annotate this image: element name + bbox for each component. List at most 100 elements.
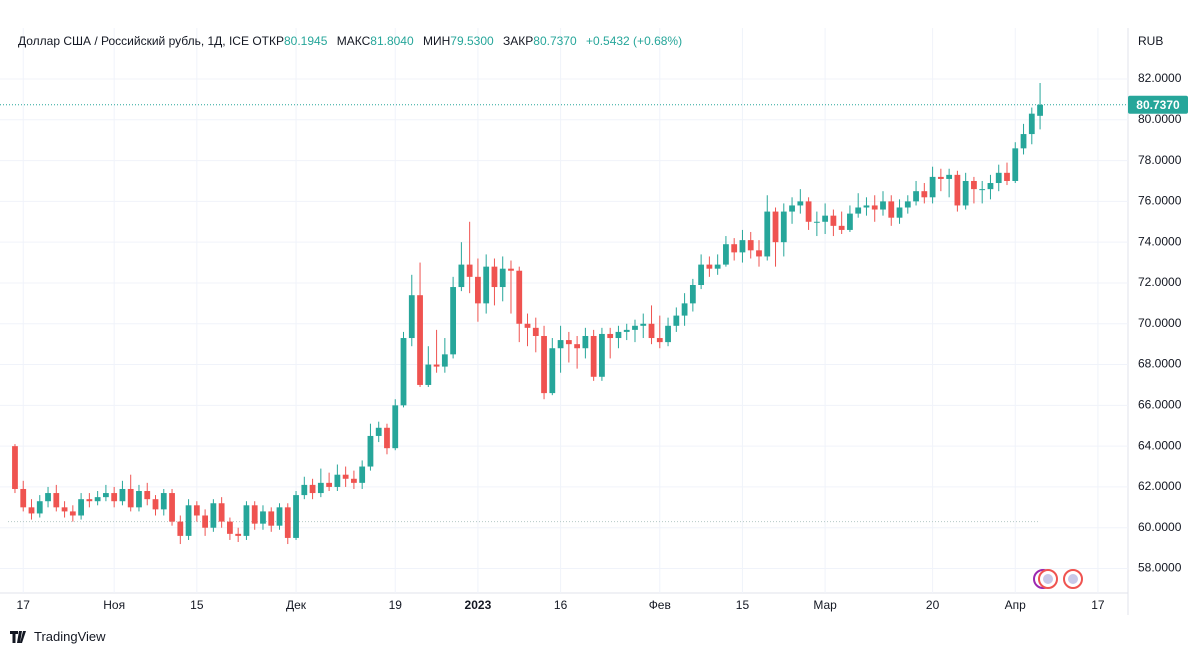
x-tick-label: 15 (736, 598, 750, 612)
candle-body (45, 493, 51, 502)
candle-body (317, 482, 324, 494)
candle-body (342, 474, 349, 479)
candle-body (160, 493, 167, 510)
x-tick-label: 17 (17, 598, 31, 612)
candle-body (739, 240, 746, 253)
candle-body (557, 340, 564, 349)
candle-body (516, 270, 523, 324)
candle-body (425, 364, 432, 385)
candle-body (491, 266, 498, 288)
x-tick-label: Дек (286, 598, 307, 612)
candle-body (822, 215, 829, 222)
y-tick-label: 66.0000 (1138, 398, 1182, 412)
candle-body (541, 335, 547, 394)
candle-body (921, 191, 928, 198)
y-tick-label: 70.0000 (1138, 316, 1182, 330)
candle-body (747, 240, 754, 251)
candle-body (780, 211, 787, 243)
candle-body (946, 174, 953, 179)
candle-body (103, 493, 109, 498)
candle-body (863, 205, 870, 208)
candles (12, 82, 1043, 545)
candle-body (838, 225, 845, 230)
candle-body (789, 205, 795, 212)
candle-body (243, 505, 250, 536)
candle-body (1012, 148, 1019, 181)
candle-body (937, 176, 944, 179)
y-tick-label: 80.0000 (1138, 112, 1182, 126)
candle-body (706, 264, 713, 269)
candle-body (169, 493, 175, 522)
candle-body (359, 466, 366, 483)
candle-body (210, 503, 217, 528)
candle-body (28, 507, 35, 514)
x-tick-label: Апр (1005, 598, 1027, 612)
field-label: МАКС (336, 34, 371, 48)
candle-body (805, 201, 812, 222)
candle-body (665, 325, 671, 343)
candle-body (284, 507, 291, 538)
candle-body (640, 323, 647, 326)
candle-body (995, 172, 1002, 184)
candle-body (565, 340, 572, 345)
field-value: 79.5300 (450, 34, 494, 48)
candle-body (450, 287, 457, 355)
y-tick-label: 76.0000 (1138, 194, 1182, 208)
symbol: Доллар США / Российский рубль, 1Д, ICE (18, 34, 249, 48)
candle-body (12, 446, 18, 489)
candle-body (855, 207, 862, 214)
x-tick-label: 16 (554, 598, 568, 612)
y-tick-label: 60.0000 (1138, 520, 1182, 534)
candle-body (954, 174, 961, 206)
candle-body (119, 488, 126, 502)
candle-body (375, 427, 382, 436)
candle-body (582, 335, 589, 349)
candle-body (433, 364, 440, 367)
candle-body (458, 264, 465, 288)
last-price-badge (1128, 95, 1188, 114)
brand: TradingView (34, 629, 106, 644)
candle-body (408, 295, 415, 339)
candle-body (896, 207, 903, 218)
field-label: ОТКР (252, 34, 284, 48)
candle-body (69, 511, 76, 516)
candle-body (797, 201, 804, 206)
candle-body (309, 484, 316, 494)
candle-body (136, 491, 142, 508)
flag-icons (1033, 569, 1083, 589)
candle-body (301, 484, 308, 496)
candle-body (532, 327, 539, 336)
candle-body (599, 333, 605, 377)
candle-body (632, 325, 638, 330)
footer: TradingView (10, 629, 106, 644)
candle-body (36, 501, 43, 514)
candle-body (615, 331, 622, 339)
candle-body (590, 335, 597, 377)
candle-body (367, 435, 374, 467)
candle-body (764, 211, 771, 257)
y-tick-label: 64.0000 (1138, 438, 1182, 452)
candle-body (111, 493, 118, 502)
candle-body (185, 505, 192, 536)
currency: RUB (1138, 34, 1163, 48)
candle-body (53, 493, 60, 508)
candle-body (483, 266, 490, 304)
candle-body (648, 323, 655, 339)
candle-body (871, 205, 878, 210)
x-tick-label: 2023 (465, 598, 492, 612)
field-label: МИН (423, 34, 451, 48)
candle-body (549, 348, 556, 394)
x-tick-label: 19 (389, 598, 403, 612)
candle-body (962, 180, 969, 206)
logo (10, 630, 26, 643)
candle-body (384, 427, 390, 449)
candle-body (698, 264, 705, 286)
y-tick-label: 82.0000 (1138, 71, 1182, 85)
candle-body (235, 533, 242, 536)
candle-body (689, 285, 696, 304)
candle-body (152, 499, 159, 510)
candle-body (417, 295, 423, 385)
candle-body (260, 511, 266, 524)
